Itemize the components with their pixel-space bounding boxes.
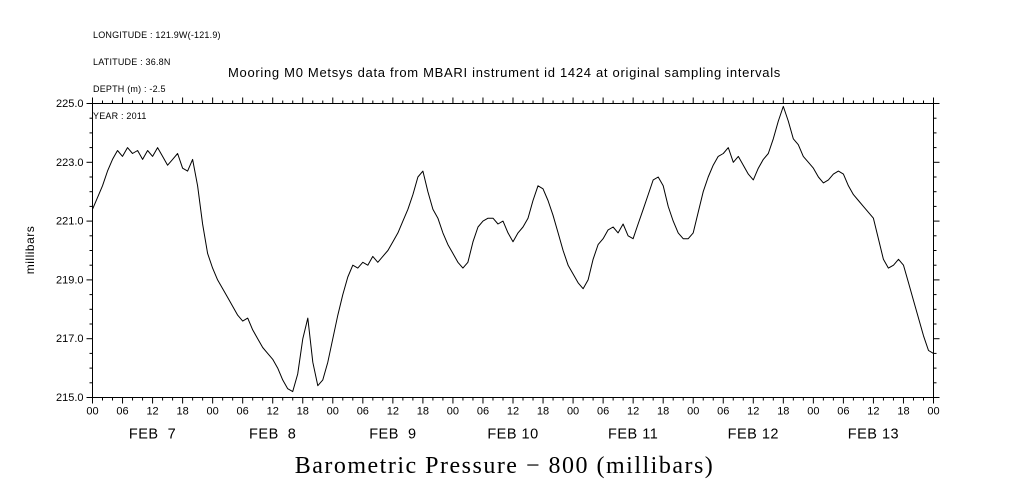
metadata-year: YEAR : 2011 — [93, 111, 147, 121]
y-axis-minor-ticks — [89, 117, 937, 384]
day-label: FEB 8 — [249, 427, 296, 443]
x-axis-day-labels: FEB 7 FEB 8 FEB 9 FEB 10 FEB 11 FEB 12 FEB 13 — [129, 427, 899, 443]
metadata-latitude: LATITUDE : 36.8N — [93, 57, 171, 67]
metadata-block: LONGITUDE : 121.9W(-121.9) LATITUDE : 36… — [93, 13, 221, 139]
x-tick-label: 00 — [447, 406, 459, 418]
x-axis-ticks: 00 06 12 18 00 06 12 18 00 06 12 18 00 06 12 18 00 06 12 18… — [86, 97, 940, 418]
day-label: FEB 11 — [608, 427, 658, 443]
x-tick-label: 12 — [387, 406, 399, 418]
x-tick-label: 06 — [597, 406, 609, 418]
x-tick-label: 06 — [477, 406, 489, 418]
metadata-longitude: LONGITUDE : 121.9W(-121.9) — [93, 30, 221, 40]
x-tick-label: 18 — [657, 406, 669, 418]
chart-title: Mooring M0 Metsys data from MBARI instru… — [227, 65, 782, 80]
x-tick-label: 00 — [207, 406, 219, 418]
y-tick-label: 219.0 — [56, 274, 84, 286]
x-tick-label: 00 — [687, 406, 699, 418]
x-axis-minor-ticks — [102, 100, 924, 401]
metadata-depth: DEPTH (m) : -2.5 — [93, 84, 166, 94]
x-tick-label: 06 — [116, 406, 128, 418]
x-tick-label: 00 — [807, 406, 819, 418]
x-tick-label: 12 — [146, 406, 158, 418]
y-tick-label: 221.0 — [56, 216, 84, 228]
x-tick-label: 18 — [777, 406, 789, 418]
x-axis-caption: Barometric Pressure − 800 (millibars) — [294, 453, 715, 479]
plot-frame — [92, 103, 934, 398]
x-tick-label: 00 — [567, 406, 579, 418]
y-tick-label: 215.0 — [56, 392, 84, 404]
day-label: FEB 7 — [129, 427, 176, 443]
x-tick-label: 12 — [867, 406, 879, 418]
y-tick-label: 223.0 — [56, 157, 84, 169]
y-axis-ticks: 215.0 217.0 219.0 221.0 223.0 225.0 — [56, 98, 940, 404]
day-label: FEB 9 — [369, 427, 416, 443]
y-tick-label: 225.0 — [56, 98, 84, 110]
x-tick-label: 00 — [927, 406, 939, 418]
x-tick-label: 18 — [417, 406, 429, 418]
x-tick-label: 18 — [897, 406, 909, 418]
y-tick-label: 217.0 — [56, 333, 84, 345]
x-tick-label: 12 — [627, 406, 639, 418]
x-tick-label: 18 — [297, 406, 309, 418]
day-label: FEB 12 — [728, 427, 779, 443]
x-tick-label: 12 — [747, 406, 759, 418]
x-tick-label: 06 — [837, 406, 849, 418]
data-series — [92, 105, 934, 393]
x-tick-label: 12 — [507, 406, 519, 418]
x-tick-label: 06 — [237, 406, 249, 418]
x-tick-label: 18 — [537, 406, 549, 418]
pressure-line — [92, 105, 934, 393]
x-tick-label: 18 — [176, 406, 188, 418]
x-tick-label: 12 — [267, 406, 279, 418]
x-tick-label: 00 — [327, 406, 339, 418]
x-tick-label: 00 — [86, 406, 98, 418]
x-tick-label: 06 — [357, 406, 369, 418]
day-label: FEB 13 — [848, 427, 899, 443]
day-label: FEB 10 — [487, 427, 538, 443]
x-tick-label: 06 — [717, 406, 729, 418]
